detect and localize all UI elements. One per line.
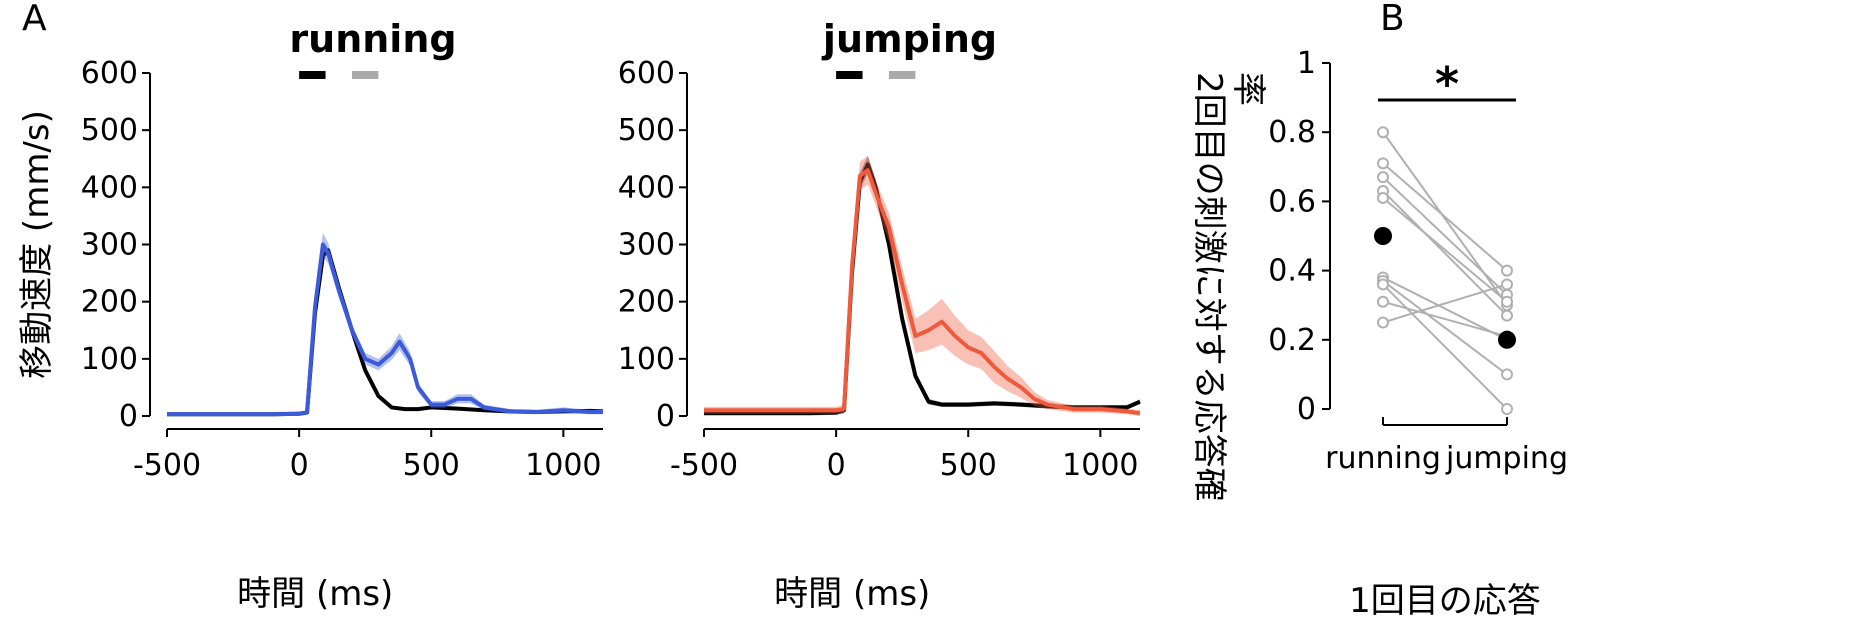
y-tick-label: 0.8: [1268, 115, 1316, 150]
mean-point: [1498, 330, 1516, 349]
y-tick-label: 200: [618, 285, 675, 320]
x-axis-label: 時間 (ms): [237, 574, 393, 614]
series-line: [704, 162, 1141, 416]
y-tick-label: 100: [618, 342, 675, 377]
y-tick-label: 0.4: [1268, 254, 1316, 289]
pair-line: [1382, 197, 1508, 303]
y-tick-label: 400: [81, 170, 138, 205]
y-tick-label: 600: [81, 56, 138, 91]
data-point-running: [1377, 278, 1389, 291]
y-tick-label: 0: [119, 399, 138, 434]
data-point-running: [1377, 295, 1389, 308]
pair-line: [1382, 176, 1508, 296]
data-point-running: [1377, 157, 1389, 170]
x-tick-label: 0: [827, 448, 846, 483]
x-tick-label: 1000: [525, 448, 601, 483]
data-point-jumping: [1501, 295, 1513, 308]
series-error-band: [704, 155, 1140, 416]
y-tick-label: 0: [656, 399, 675, 434]
x-axis-label: 1回目の応答: [1349, 581, 1541, 621]
y-tick-label: 500: [81, 113, 138, 148]
chart-jumping: 0 100 200 300 400 500 600 -500 0 500 1000 時間 (ms) ju…: [618, 17, 1141, 614]
y-tick-label: 1: [1297, 46, 1316, 81]
data-point-running: [1377, 126, 1389, 139]
x-tick-label: 500: [940, 448, 997, 483]
pair-line: [1382, 131, 1508, 306]
y-tick-label: 300: [618, 228, 675, 263]
x-tick-label: running: [1325, 441, 1441, 476]
stimulus-bar: [351, 71, 379, 79]
chart-response-probability: 0 0.2 0.4 0.6 0.8 1 running jumping 1回目の応答 2回目の刺激…: [1189, 46, 1568, 621]
x-tick-label: jumping: [1445, 441, 1568, 476]
series-line: [704, 168, 1141, 416]
mean-point: [1374, 227, 1392, 245]
y-tick-label: 300: [81, 228, 138, 263]
y-axis-label: 2回目の刺激に対する応答確: [1189, 72, 1229, 502]
data-point-running: [1377, 171, 1389, 184]
pair-line: [1382, 276, 1508, 341]
x-tick-label: -500: [670, 448, 738, 483]
significance-marker: *: [1435, 57, 1459, 111]
y-tick-label: 0.2: [1268, 323, 1316, 358]
x-tick-label: 1000: [1062, 448, 1138, 483]
pair-line: [1382, 162, 1508, 272]
data-point-jumping: [1501, 368, 1513, 381]
x-tick-label: 500: [403, 448, 460, 483]
y-tick-label: 200: [81, 285, 138, 320]
series-error-band: [704, 155, 1140, 416]
panel-a-letter: A: [22, 0, 47, 39]
x-tick-label: 0: [290, 448, 309, 483]
panel-b-letter: B: [1380, 0, 1405, 39]
chart-title: jumping: [821, 17, 997, 61]
pair-line: [1382, 283, 1508, 324]
data-point-jumping: [1501, 264, 1513, 277]
y-axis-label: 率: [1228, 72, 1268, 106]
series-line: [167, 242, 603, 417]
stimulus-bar: [836, 71, 863, 79]
data-point-jumping: [1501, 309, 1513, 322]
y-tick-label: 0.6: [1268, 184, 1316, 219]
data-point-running: [1377, 191, 1389, 204]
y-tick-label: 600: [618, 56, 675, 91]
data-point-running: [1377, 316, 1389, 329]
y-tick-label: 400: [618, 170, 675, 205]
y-tick-label: 0: [1297, 392, 1316, 427]
y-axis-label: 移動速度 (mm/s): [17, 110, 57, 379]
pair-line: [1382, 283, 1508, 410]
chart-title: running: [289, 17, 456, 61]
x-axis-label: 時間 (ms): [774, 574, 930, 614]
data-point-jumping: [1501, 403, 1513, 415]
chart-running: 0 100 200 300 400 500 600 -500 0 500 1000 時間 (ms) 移動…: [17, 17, 604, 614]
stimulus-bar: [888, 71, 916, 79]
y-tick-label: 100: [81, 342, 138, 377]
stimulus-bar: [299, 71, 326, 79]
series-error-band: [167, 233, 603, 416]
series-line: [167, 248, 604, 417]
pair-line: [1382, 300, 1508, 338]
y-tick-label: 500: [618, 113, 675, 148]
x-tick-label: -500: [133, 448, 201, 483]
pair-line: [1382, 280, 1508, 376]
pair-line: [1382, 190, 1508, 317]
data-point-jumping: [1501, 278, 1513, 291]
